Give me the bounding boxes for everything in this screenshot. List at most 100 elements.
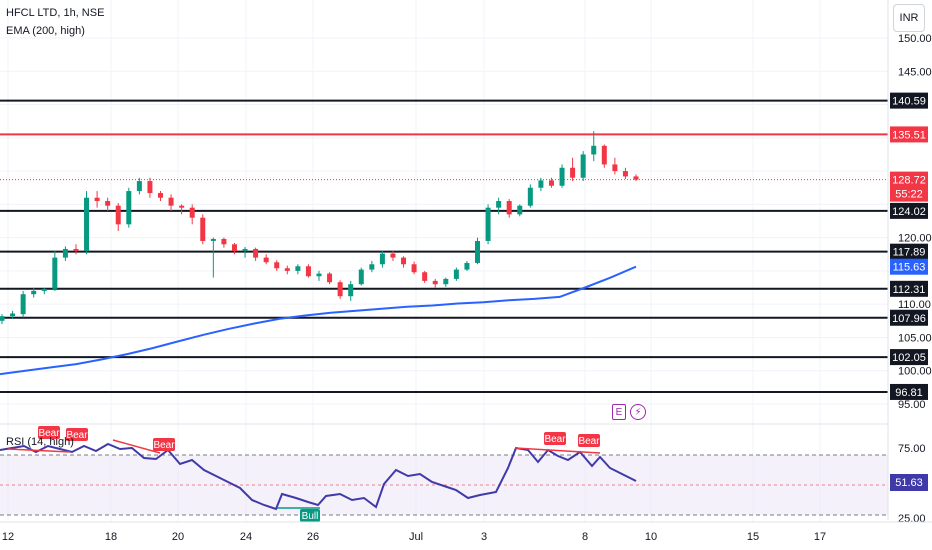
level-label-5-bg	[890, 309, 928, 326]
symbol-legend[interactable]: HFCL LTD, 1h, NSE	[6, 7, 105, 19]
time-tick-7: 8	[582, 531, 588, 543]
candle-body-41	[432, 280, 438, 285]
dividend-icon[interactable]: ⚡	[630, 404, 646, 420]
time-tick-10: 17	[814, 531, 826, 543]
ema-line	[0, 265, 637, 376]
countdown-label: 55:22	[895, 189, 923, 201]
candle-body-16	[168, 197, 174, 206]
rsi-signal-bear-1: Bear	[38, 426, 60, 439]
candle-body-2	[20, 294, 26, 315]
candle-body-55	[580, 154, 586, 178]
candle-body-24	[253, 248, 259, 258]
rsi-signal-bear-4: Bear	[544, 432, 566, 445]
candle-body-25	[263, 257, 269, 263]
price-tick-2: 120.00	[898, 233, 932, 245]
rsi-divergence-line-2	[112, 439, 161, 454]
candle-body-19	[200, 217, 206, 241]
time-axis[interactable]: 12 18 20 24 26 Jul 3 8 10 15 17	[2, 531, 826, 543]
candle-body-30	[316, 273, 322, 277]
time-tick-6: 3	[481, 531, 487, 543]
time-tick-9: 15	[747, 531, 759, 543]
rsi-divergence-line-1	[7, 448, 71, 453]
level-label-4: 112.31	[893, 284, 926, 296]
candle-body-31	[327, 273, 333, 283]
chart-grid	[0, 0, 888, 522]
candle-body-4	[41, 288, 47, 291]
candle-body-12	[126, 191, 132, 225]
price-tick-5: 100.00	[898, 366, 932, 378]
candle-body-36	[379, 253, 385, 265]
level-label-7-bg	[890, 383, 928, 400]
candle-body-6	[62, 248, 68, 258]
candle-body-32	[337, 282, 343, 297]
candle-body-56	[591, 145, 597, 155]
ema-value-label: 115.63	[893, 262, 926, 274]
candle-body-58	[612, 164, 618, 172]
earnings-icon[interactable]: E	[612, 404, 626, 420]
candle-body-45	[475, 240, 480, 263]
candle-body-9	[94, 197, 100, 202]
currency-button[interactable]: INR	[893, 4, 925, 32]
candle-body-52	[548, 180, 554, 186]
time-tick-5: Jul	[409, 531, 423, 543]
svg-text:51.63: 51.63	[895, 477, 923, 489]
candlestick-series	[0, 131, 639, 325]
candle-body-20	[210, 238, 216, 241]
svg-text:Bear: Bear	[38, 428, 60, 439]
rsi-divergence-line-4	[514, 447, 601, 454]
level-label-0-bg	[890, 92, 928, 109]
rsi-signal-bear-2: Bear	[66, 428, 88, 441]
candle-body-0	[0, 316, 5, 321]
candle-body-33	[348, 284, 354, 297]
candle-body-28	[295, 266, 301, 271]
candle-body-23	[242, 248, 248, 251]
price-tick-6: 95.00	[898, 399, 926, 411]
price-tick-0: 150.00	[898, 33, 932, 45]
rsi-legend[interactable]: RSI (14, high)	[6, 436, 74, 448]
candle-body-22	[231, 244, 237, 251]
price-tick-1: 145.00	[898, 66, 932, 78]
price-labels: 140.59 135.51 124.02 117.89 112.31 107.96 102.…	[890, 92, 928, 400]
time-tick-8: 10	[645, 531, 657, 543]
candle-body-37	[390, 253, 396, 258]
candle-body-42	[443, 278, 449, 285]
candle-body-39	[411, 264, 417, 273]
rsi-signal-bear-5: Bear	[578, 434, 600, 447]
candle-body-11	[115, 205, 121, 225]
candle-body-5	[52, 257, 58, 289]
candle-body-35	[369, 264, 375, 270]
rsi-signals: Bear Bear Bear Bull Bear Bear	[38, 426, 600, 522]
candle-body-53	[559, 167, 565, 186]
time-tick-1: 18	[105, 531, 117, 543]
candle-body-3	[31, 290, 37, 295]
candle-body-26	[274, 262, 280, 269]
time-tick-4: 26	[307, 531, 319, 543]
rsi-signal-bull-1: Bull	[300, 509, 320, 522]
svg-text:Bear: Bear	[153, 440, 175, 451]
svg-text:Bear: Bear	[544, 434, 566, 445]
time-tick-2: 20	[172, 531, 184, 543]
candle-body-8	[84, 197, 90, 251]
candle-body-54	[570, 167, 576, 178]
candle-body-29	[305, 266, 311, 277]
level-label-3: 117.89	[893, 247, 926, 259]
level-label-1-bg	[890, 126, 928, 143]
candle-body-46	[485, 207, 491, 241]
candle-body-50	[527, 187, 533, 206]
ema-value-label-bg	[890, 258, 928, 275]
svg-text:Bear: Bear	[578, 436, 600, 447]
ema-legend[interactable]: EMA (200, high)	[6, 25, 85, 37]
level-label-7: 96.81	[895, 387, 923, 399]
price-axis[interactable]: 150.00 145.00 120.00 110.00 105.00 100.00 95.0…	[898, 33, 932, 411]
candle-body-21	[221, 238, 227, 245]
time-tick-3: 24	[240, 531, 252, 543]
candle-body-47	[496, 201, 502, 208]
candle-body-1	[10, 313, 16, 317]
level-label-6: 102.05	[892, 352, 926, 364]
candle-body-57	[601, 145, 607, 165]
rsi-signal-bear-3: Bear	[153, 438, 175, 451]
candle-body-51	[538, 180, 544, 188]
candle-body-15	[158, 193, 163, 198]
candle-body-60	[633, 176, 639, 180]
